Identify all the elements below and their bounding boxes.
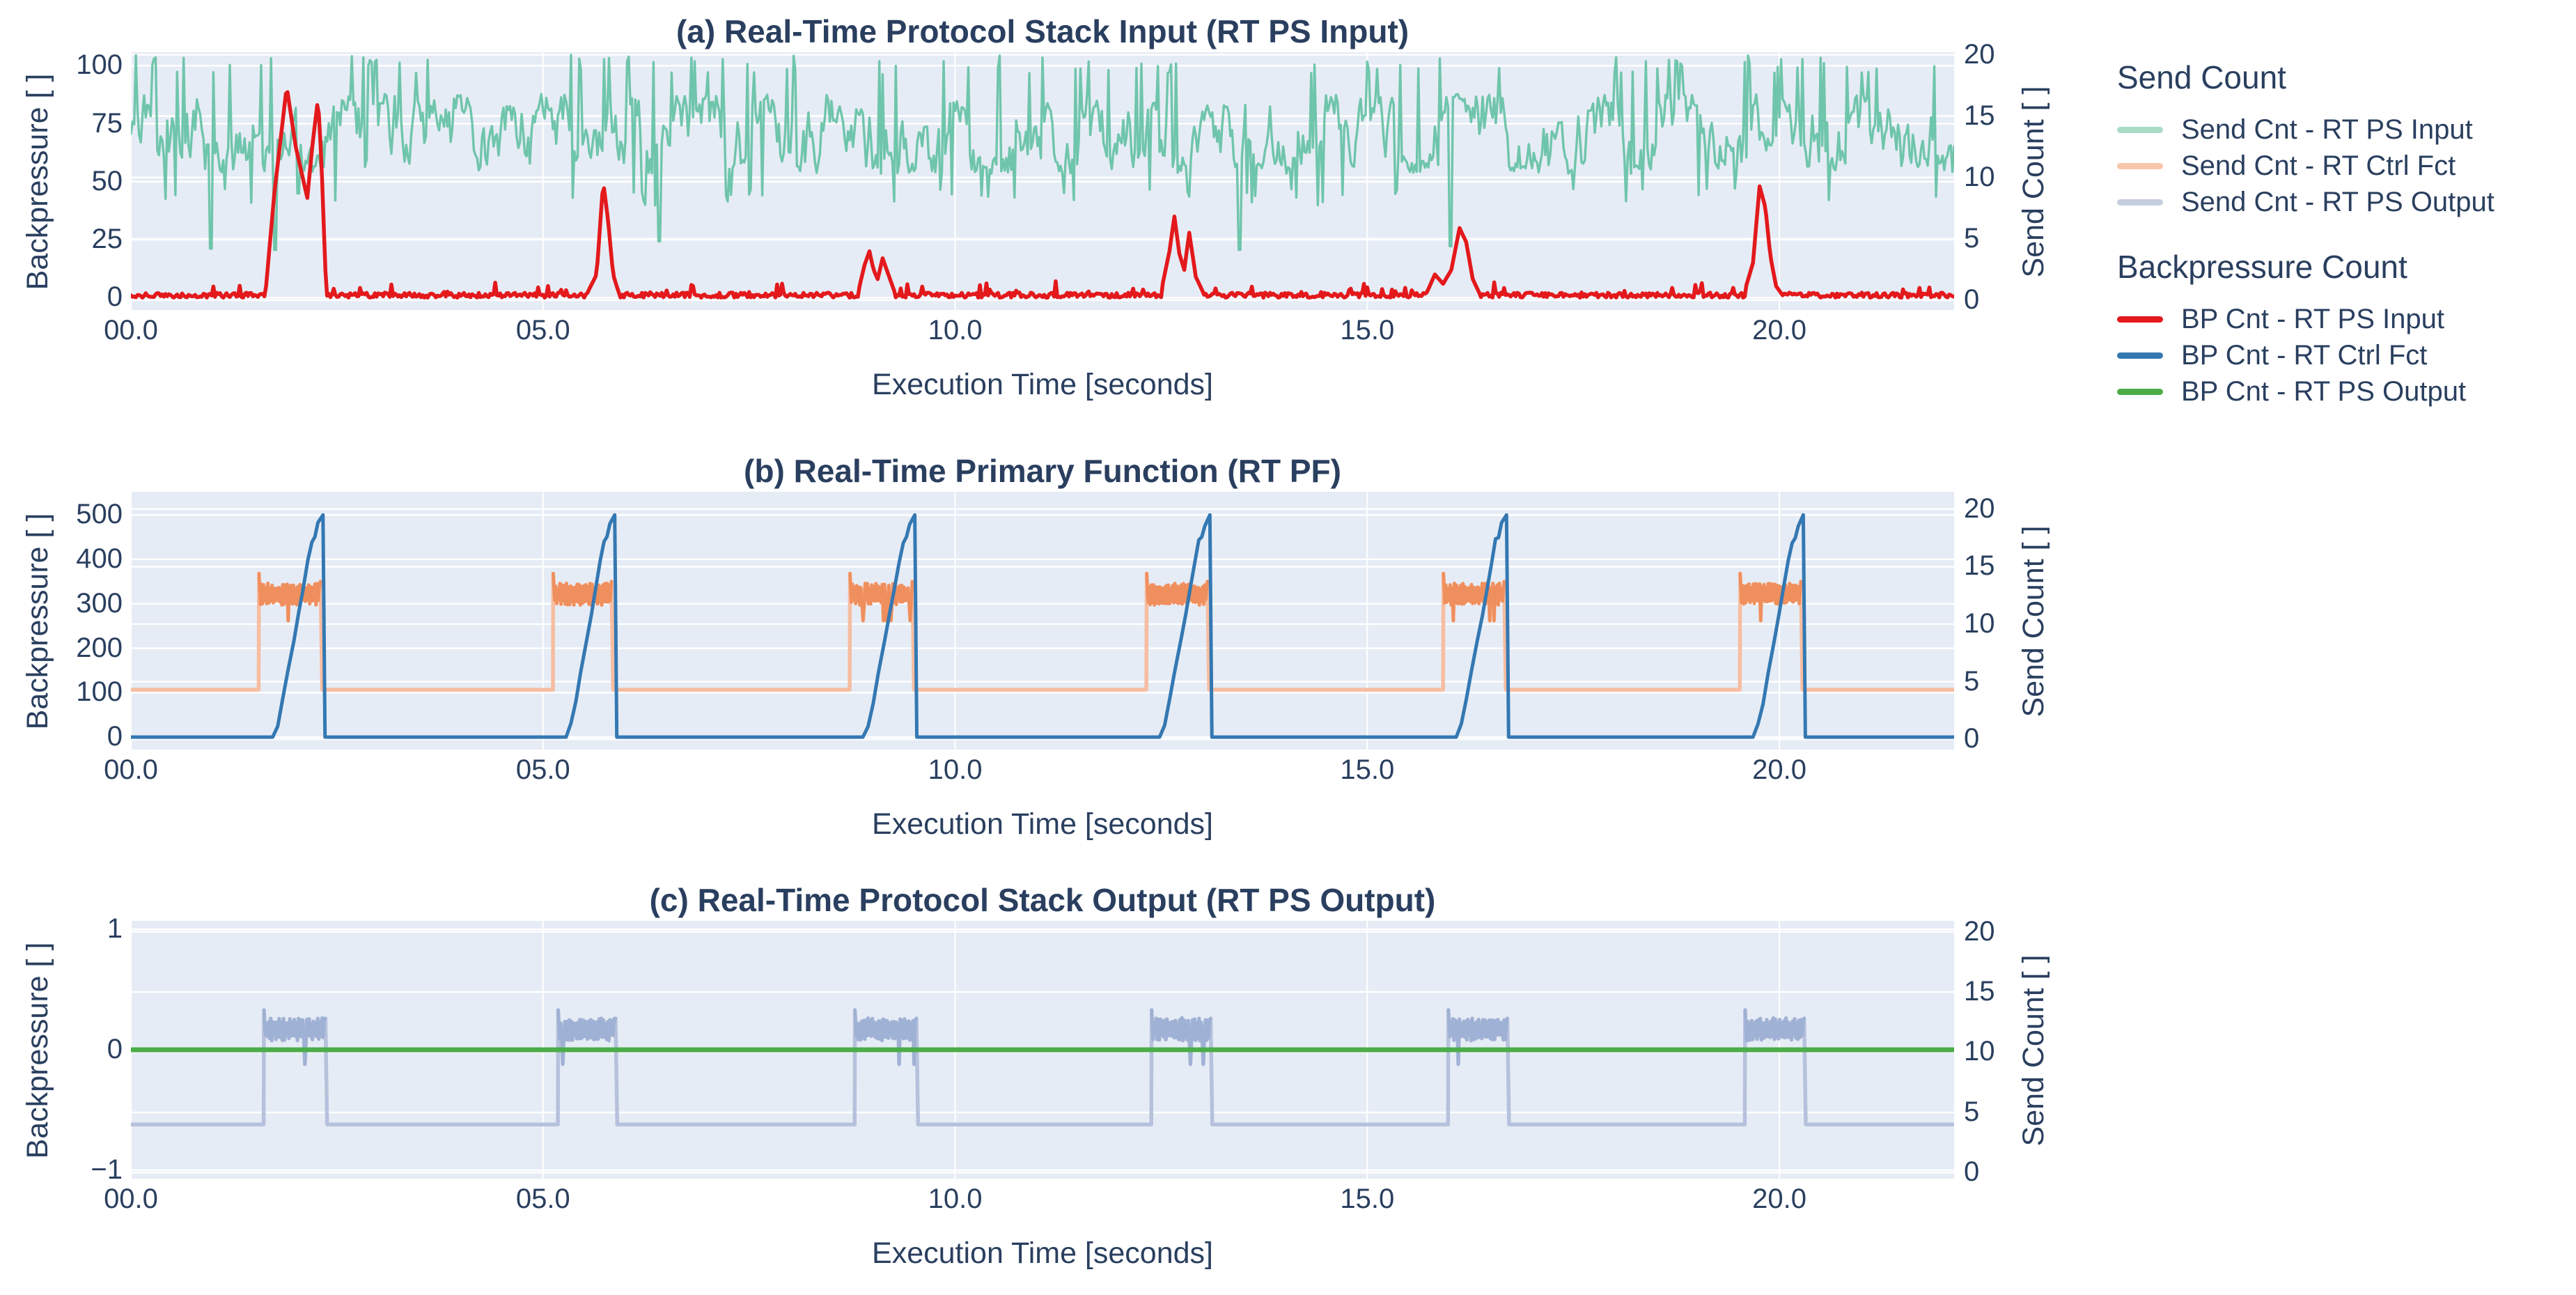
legend-swatch-icon [2117,126,2163,133]
panel-a-right-tick-label: 5 [1964,222,1980,254]
legend-swatch-icon [2117,352,2163,359]
legend-item[interactable]: BP Cnt - RT Ctrl Fct [2117,337,2573,373]
legend-item-label: BP Cnt - RT PS Output [2181,375,2467,407]
panel-c-x-tick-label: 10.0 [928,1184,983,1214]
panel-c-right-tick-label: 20 [1964,915,1995,947]
panel-b-right-tick-label: 10 [1964,607,1995,639]
panel-c-left-tick-label: −1 [91,1154,123,1185]
legend-swatch-icon [2117,162,2163,169]
series-send-cnt-rt-ps-output [131,1008,1954,1126]
panel-b-left-tick-label: 300 [76,587,123,619]
series-send-cnt-rt-ps-output-burst [1446,1008,1509,1066]
panel-a-right-tick-label: 0 [1964,284,1980,315]
legend-group-title: Backpressure Count [2117,249,2407,285]
panel-b-right-tick-label: 5 [1964,665,1980,697]
panel-a-x-tick-label: 10.0 [928,315,983,346]
legend-item-label: Send Cnt - RT PS Input [2181,114,2473,145]
panel-c-x-tick-label: 20.0 [1752,1184,1806,1214]
panel-b-left-tick-label: 200 [76,632,123,663]
panel-a-title: (a) Real-Time Protocol Stack Input (RT P… [676,13,1410,49]
series-bp-cnt-rt-ps-input [131,90,1954,300]
panel-c-x-axis-title: Execution Time [seconds] [872,1236,1213,1270]
panel-c-x-tick-label: 15.0 [1340,1184,1395,1214]
series-send-cnt-rt-ctrl-fct-burst [1145,572,1209,607]
panel-b-x-tick-label: 05.0 [515,754,570,785]
legend-item-label: BP Cnt - RT Ctrl Fct [2181,339,2428,371]
panel-b-left-tick-label: 400 [76,543,123,574]
panel-a-right-tick-label: 20 [1964,38,1995,70]
legend-item[interactable]: BP Cnt - RT PS Input [2117,301,2573,337]
panel-b-right-tick-label: 0 [1964,723,1980,754]
series-send-cnt-rt-ps-output-burst [1150,1008,1212,1066]
series-send-cnt-rt-ctrl-fct-burst [848,572,914,623]
legend-item-label: Send Cnt - RT Ctrl Fct [2181,150,2456,181]
legend-item[interactable]: Send Cnt - RT PS Output [2117,184,2573,220]
legend: Send Count Send Cnt - RT PS Input Send Cnt… [2117,59,2573,410]
panel-b-x-tick-label: 00.0 [104,754,158,785]
series-send-cnt-rt-ctrl-fct-burst [1738,572,1803,623]
series-send-cnt-rt-ps-output-burst [1743,1008,1806,1043]
panel-a-left-tick-label: 100 [76,49,123,81]
panel-a-x-axis-title: Execution Time [seconds] [872,368,1213,401]
series-send-cnt-rt-ps-output-burst [853,1008,919,1066]
legend-group-send-count: Send Count Send Cnt - RT PS Input Send Cnt… [2117,59,2573,220]
panel-a-x-tick-label: 05.0 [515,315,570,346]
legend-swatch-icon [2117,388,2163,395]
panel-a-left-tick-label: 50 [91,165,123,196]
legend-group-backpressure-count: Backpressure Count BP Cnt - RT PS Input BP… [2117,248,2573,410]
panel-b-title: (b) Real-Time Primary Function (RT PF) [744,453,1341,489]
panel-b-x-tick-label: 20.0 [1752,754,1806,785]
legend-item[interactable]: Send Cnt - RT Ctrl Fct [2117,148,2573,184]
panel-a-left-tick-label: 0 [107,281,123,313]
panel-b-left-tick-label: 0 [107,721,123,752]
panel-a-x-tick-label: 00.0 [104,315,158,346]
panel-a-right-tick-label: 15 [1964,100,1995,131]
panel-b-x-axis-title: Execution Time [seconds] [872,807,1213,841]
panel-b-left-axis-title: Backpressure [ ] [21,513,54,730]
panel-c-left-tick-label: 1 [107,913,123,945]
legend-item-label: BP Cnt - RT PS Input [2181,303,2444,334]
legend-group-title: Send Count [2117,59,2286,95]
panel-c-plot-area [131,921,1954,1179]
series-send-cnt-rt-ps-input [131,54,1954,251]
panel-b-x-tick-label: 15.0 [1340,754,1395,785]
legend-item[interactable]: Send Cnt - RT PS Input [2117,111,2573,148]
legend-swatch-icon [2117,199,2163,206]
panel-c-right-tick-label: 5 [1964,1096,1980,1127]
series-send-cnt-rt-ctrl-fct-burst [257,572,322,623]
panel-c-title: (c) Real-Time Protocol Stack Output (RT … [649,882,1436,918]
panel-b-chart [131,492,1954,750]
panel-b-left-tick-label: 100 [76,676,123,708]
panel-b-left-tick-label: 500 [76,499,123,530]
panel-b-plot-area [131,492,1954,750]
panel-a-right-tick-label: 10 [1964,161,1995,192]
panel-a-left-tick-label: 75 [91,107,123,139]
series-send-cnt-rt-ps-output-burst [262,1008,327,1066]
panel-a-chart [131,52,1954,310]
panel-b-right-tick-label: 15 [1964,550,1995,582]
series-send-cnt-rt-ctrl-fct-burst [1442,572,1506,623]
panel-a-x-tick-label: 20.0 [1752,315,1806,346]
legend-item[interactable]: BP Cnt - RT PS Output [2117,373,2573,410]
series-bp-cnt-rt-ctrl-fct [131,513,1954,739]
panel-b-x-tick-label: 10.0 [928,754,983,785]
series-send-cnt-rt-ps-output-burst [556,1008,618,1066]
panel-c-right-tick-label: 15 [1964,976,1995,1007]
panel-a-left-tick-label: 25 [91,224,123,255]
panel-c-right-tick-label: 0 [1964,1156,1980,1188]
panel-c-x-tick-label: 00.0 [104,1184,158,1214]
legend-swatch-icon [2117,316,2163,323]
series-send-cnt-rt-ctrl-fct [131,571,1954,692]
series-send-cnt-rt-ctrl-fct-burst [552,572,614,607]
panel-b-right-tick-label: 20 [1964,493,1995,524]
panel-c-right-tick-label: 10 [1964,1036,1995,1067]
legend-item-label: Send Cnt - RT PS Output [2181,186,2495,217]
panel-a-plot-area [131,52,1954,310]
panel-a-x-tick-label: 15.0 [1340,315,1395,346]
panel-c-left-tick-label: 0 [107,1034,123,1064]
panel-c-x-tick-label: 05.0 [515,1184,570,1214]
panel-c-chart [131,921,1954,1179]
